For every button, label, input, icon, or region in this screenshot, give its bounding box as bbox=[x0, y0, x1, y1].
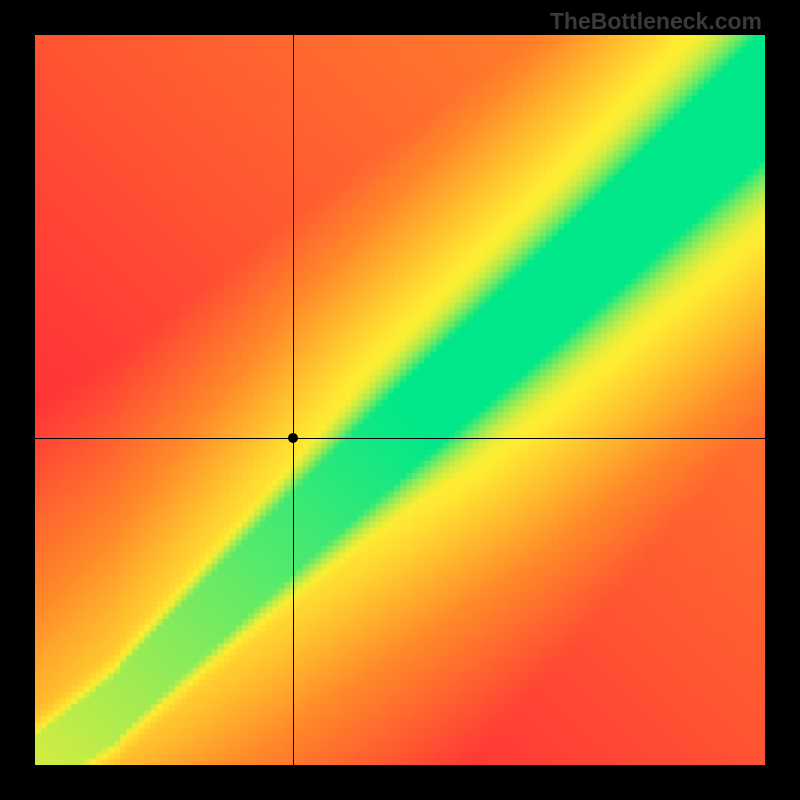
data-point-marker bbox=[288, 433, 298, 443]
chart-container: TheBottleneck.com bbox=[0, 0, 800, 800]
watermark-text: TheBottleneck.com bbox=[550, 8, 762, 35]
crosshair-vertical bbox=[293, 35, 294, 765]
heatmap-canvas bbox=[35, 35, 765, 765]
crosshair-horizontal bbox=[35, 438, 765, 439]
heatmap-plot bbox=[35, 35, 765, 765]
